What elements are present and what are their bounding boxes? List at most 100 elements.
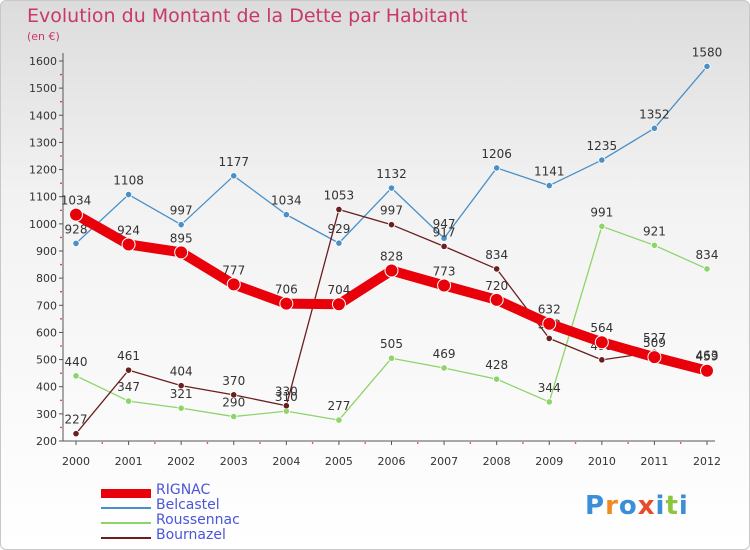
- point-belcastel: [335, 239, 343, 247]
- proxiti-logo: Proxiti: [585, 491, 689, 521]
- y-tick-label: 1000: [29, 218, 57, 231]
- point-belcastel: [545, 181, 553, 190]
- point-rignac: [700, 363, 714, 378]
- y-tick-label: 1200: [29, 164, 57, 177]
- point-rignac: [647, 350, 662, 365]
- x-tick-label: 2001: [115, 455, 143, 468]
- point-rignac: [594, 335, 609, 350]
- x-minor-dot: [627, 442, 629, 444]
- point-roussennac: [703, 265, 711, 273]
- x-tick-label: 2009: [535, 455, 563, 468]
- point-roussennac: [177, 404, 185, 412]
- x-tick-label: 2005: [325, 455, 353, 468]
- y-tick-label: 600: [36, 326, 57, 339]
- y-minor-dot: [60, 263, 62, 266]
- y-minor-dot: [60, 318, 62, 320]
- legend-swatch: [101, 507, 151, 509]
- data-label-belcastel: 1141: [534, 165, 565, 179]
- y-tick-label: 200: [36, 435, 57, 448]
- y-tick-label: 500: [36, 354, 57, 367]
- data-label-belcastel: 1235: [587, 139, 618, 153]
- legend-swatch: [101, 522, 151, 524]
- point-belcastel: [230, 172, 238, 180]
- point-belcastel: [650, 124, 659, 132]
- point-bournazel: [440, 242, 448, 250]
- y-tick-label: 1300: [29, 136, 57, 149]
- legend-item-belcastel: Belcastel: [101, 497, 321, 514]
- point-belcastel: [493, 164, 501, 172]
- legend-label: RIGNAC: [156, 482, 211, 498]
- data-label-bournazel: 404: [170, 365, 193, 379]
- point-rignac: [69, 207, 83, 222]
- y-minor-dot: [60, 100, 62, 103]
- logo-letter: r: [605, 491, 619, 521]
- x-minor-dot: [101, 442, 104, 444]
- data-label-roussennac: 440: [65, 355, 88, 369]
- data-label-rignac: 704: [327, 283, 350, 297]
- data-label-bournazel: 997: [380, 204, 403, 218]
- point-rignac: [121, 237, 136, 252]
- y-tick-label: 300: [36, 408, 57, 421]
- y-minor-dot: [60, 182, 62, 184]
- data-label-rignac: 632: [538, 303, 561, 317]
- y-tick-label: 900: [36, 245, 57, 258]
- data-label-belcastel: 1580: [692, 45, 723, 59]
- point-rignac: [489, 292, 504, 307]
- logo-letter: i: [678, 491, 689, 521]
- y-minor-dot: [60, 128, 62, 130]
- point-belcastel: [177, 221, 185, 229]
- y-minor-dot: [60, 155, 62, 157]
- legend-item-roussennac: Roussennac: [101, 512, 321, 529]
- data-label-rignac: 459: [696, 350, 719, 364]
- data-label-rignac: 1034: [61, 194, 92, 208]
- point-roussennac: [440, 364, 448, 372]
- point-belcastel: [440, 234, 448, 242]
- point-bournazel: [493, 265, 501, 273]
- x-minor-dot: [154, 442, 156, 444]
- point-belcastel: [598, 156, 606, 164]
- logo-letter: P: [585, 491, 606, 521]
- x-tick-label: 2004: [272, 455, 300, 468]
- data-label-rignac: 828: [380, 250, 403, 264]
- data-label-bournazel: 527: [643, 331, 666, 345]
- x-minor-dot: [522, 442, 524, 444]
- point-rignac: [384, 263, 399, 278]
- legend-item-rignac: RIGNAC: [101, 482, 321, 499]
- x-minor-dot: [206, 442, 209, 444]
- data-label-belcastel: 929: [327, 222, 350, 236]
- data-label-rignac: 509: [643, 336, 666, 350]
- legend-swatch: [101, 488, 151, 498]
- point-rignac: [437, 278, 452, 293]
- logo-letter: o: [618, 491, 638, 521]
- point-roussennac: [124, 397, 133, 405]
- data-label-rignac: 895: [170, 231, 193, 245]
- data-label-roussennac: 991: [590, 205, 613, 219]
- logo-letter: t: [665, 491, 679, 521]
- data-label-roussennac: 834: [696, 248, 719, 262]
- point-roussennac: [493, 375, 501, 383]
- chart-title: Evolution du Montant de la Dette par Hab…: [27, 5, 468, 27]
- y-minor-dot: [60, 209, 62, 212]
- data-label-rignac: 777: [222, 263, 245, 277]
- y-minor-dot: [60, 236, 62, 239]
- data-label-belcastel: 1177: [218, 155, 249, 169]
- legend-label: Roussennac: [156, 512, 240, 528]
- point-roussennac: [230, 412, 238, 421]
- point-bournazel: [598, 356, 606, 364]
- data-label-belcastel: 947: [433, 217, 456, 231]
- data-label-belcastel: 928: [65, 222, 88, 236]
- point-roussennac: [650, 241, 659, 249]
- point-bournazel: [72, 430, 80, 438]
- point-rignac: [279, 296, 294, 311]
- x-tick-label: 2007: [430, 455, 458, 468]
- logo-letter: i: [655, 491, 666, 521]
- y-minor-dot: [60, 426, 62, 429]
- chart-subtitle: (en €): [27, 30, 60, 43]
- data-label-rignac: 924: [117, 223, 140, 237]
- data-label-roussennac: 321: [170, 387, 193, 401]
- x-tick-label: 2006: [378, 455, 406, 468]
- x-minor-dot: [259, 442, 261, 444]
- point-bournazel: [177, 382, 185, 390]
- data-label-bournazel: 227: [65, 413, 88, 427]
